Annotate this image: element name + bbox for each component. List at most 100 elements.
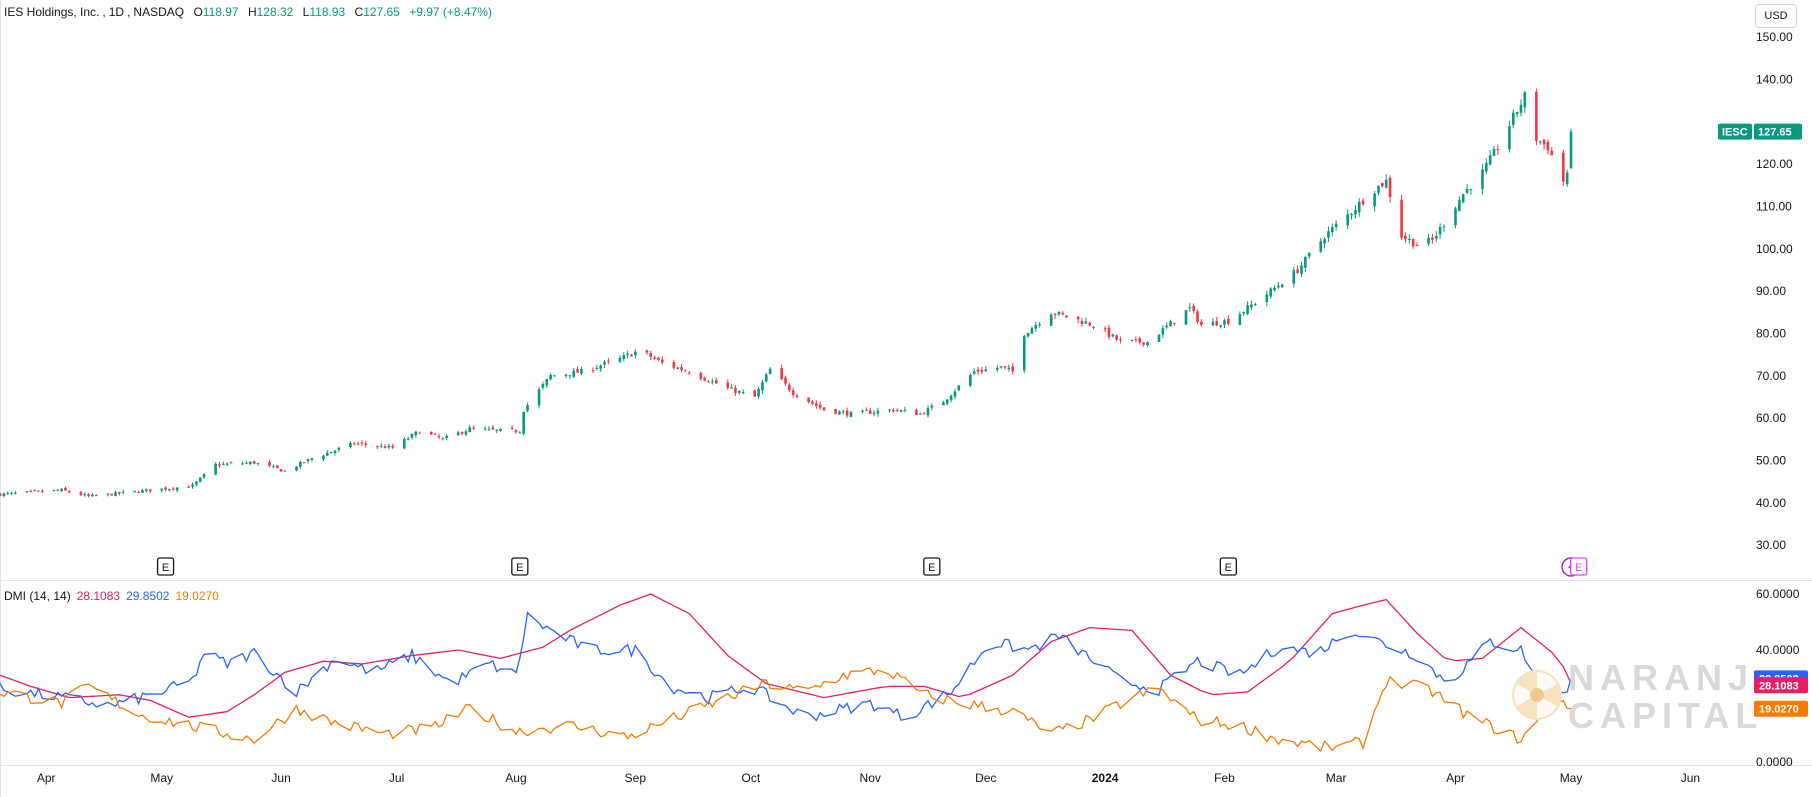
candle[interactable] — [33, 489, 36, 492]
candle[interactable] — [599, 364, 602, 372]
candle[interactable] — [275, 465, 279, 469]
candle[interactable] — [580, 366, 583, 376]
candle[interactable] — [711, 378, 714, 385]
candle[interactable] — [1038, 321, 1041, 328]
candle[interactable] — [1238, 311, 1242, 326]
candle[interactable] — [418, 431, 422, 434]
candle[interactable] — [1084, 317, 1088, 324]
candle[interactable] — [1550, 147, 1554, 156]
candle[interactable] — [784, 375, 787, 386]
candle[interactable] — [121, 489, 125, 495]
candle[interactable] — [256, 462, 260, 466]
candle[interactable] — [1003, 365, 1007, 370]
candle[interactable] — [510, 424, 514, 430]
candle[interactable] — [1165, 322, 1169, 329]
candle[interactable] — [634, 349, 637, 359]
earnings-marker[interactable]: E — [1219, 557, 1237, 576]
candle[interactable] — [1327, 226, 1330, 243]
candle[interactable] — [1184, 310, 1188, 325]
candle[interactable] — [248, 461, 252, 466]
candle[interactable] — [406, 436, 410, 441]
candle[interactable] — [660, 356, 664, 365]
candle[interactable] — [899, 409, 903, 413]
candle[interactable] — [818, 401, 822, 410]
candle[interactable] — [526, 402, 529, 413]
candle[interactable] — [464, 429, 468, 437]
candle[interactable] — [645, 349, 649, 355]
candle[interactable] — [795, 393, 799, 399]
candle[interactable] — [849, 411, 853, 418]
candle[interactable] — [79, 490, 83, 496]
ticker-price-badge[interactable]: IESC 127.65 — [1718, 123, 1802, 140]
dmi-axis[interactable]: 60.0000 40.0000 0.0000 — [1756, 587, 1800, 769]
candle[interactable] — [930, 403, 934, 411]
candle[interactable] — [60, 487, 63, 492]
candle[interactable] — [1538, 140, 1542, 145]
candle[interactable] — [1357, 198, 1361, 217]
candle[interactable] — [83, 492, 87, 497]
candle[interactable] — [187, 485, 190, 489]
candle[interactable] — [953, 388, 957, 400]
candle[interactable] — [218, 461, 221, 469]
candle[interactable] — [753, 389, 757, 397]
candle[interactable] — [133, 490, 137, 493]
candle[interactable] — [876, 407, 880, 417]
candle[interactable] — [1273, 285, 1276, 292]
candle[interactable] — [564, 373, 568, 379]
candle[interactable] — [2, 492, 6, 498]
candle[interactable] — [1134, 336, 1138, 343]
candle[interactable] — [603, 360, 606, 368]
candle[interactable] — [1161, 324, 1165, 338]
currency-button[interactable]: USD — [1755, 4, 1797, 28]
candle[interactable] — [807, 397, 810, 404]
candle[interactable] — [872, 410, 876, 417]
candle[interactable] — [1411, 238, 1415, 249]
candle[interactable] — [1523, 90, 1527, 113]
candle[interactable] — [429, 431, 433, 435]
candle[interactable] — [734, 385, 737, 396]
candle[interactable] — [333, 450, 337, 456]
candle[interactable] — [1142, 342, 1145, 347]
candle[interactable] — [757, 386, 760, 399]
candle[interactable] — [1173, 322, 1176, 326]
candle[interactable] — [1053, 313, 1057, 319]
candle[interactable] — [414, 430, 418, 438]
candle[interactable] — [995, 365, 999, 373]
candle[interactable] — [707, 379, 710, 383]
candle[interactable] — [6, 491, 10, 495]
candle[interactable] — [241, 461, 244, 466]
candle[interactable] — [918, 412, 922, 415]
candle[interactable] — [1562, 149, 1565, 186]
candle[interactable] — [360, 440, 364, 447]
candle[interactable] — [1215, 316, 1219, 327]
price-axis[interactable]: 150.00 140.00 120.00 110.00 100.00 90.00 80.00… — [1756, 30, 1793, 552]
candle[interactable] — [1354, 205, 1357, 219]
candle[interactable] — [1461, 193, 1465, 204]
candle[interactable] — [518, 431, 522, 434]
candle[interactable] — [838, 410, 841, 416]
candle[interactable] — [0, 492, 2, 497]
candle[interactable] — [1350, 212, 1353, 220]
candle[interactable] — [214, 462, 217, 476]
candle[interactable] — [1469, 188, 1473, 195]
candle[interactable] — [306, 458, 310, 464]
candle[interactable] — [29, 489, 33, 493]
candle[interactable] — [976, 366, 980, 376]
candle[interactable] — [268, 459, 271, 468]
candle[interactable] — [1404, 232, 1407, 243]
candle[interactable] — [741, 389, 745, 395]
candle[interactable] — [202, 473, 206, 479]
candle[interactable] — [1211, 318, 1215, 326]
candle[interactable] — [672, 359, 676, 371]
candle[interactable] — [329, 451, 333, 454]
candlestick-series[interactable] — [0, 88, 1573, 498]
candle[interactable] — [618, 355, 622, 363]
candle[interactable] — [738, 390, 741, 395]
candle[interactable] — [1427, 233, 1430, 247]
candle[interactable] — [1400, 195, 1403, 241]
candle[interactable] — [487, 426, 491, 431]
minus-di-line[interactable] — [0, 667, 1572, 753]
candle[interactable] — [1049, 312, 1053, 326]
candle[interactable] — [1346, 209, 1349, 230]
candle[interactable] — [945, 399, 949, 406]
